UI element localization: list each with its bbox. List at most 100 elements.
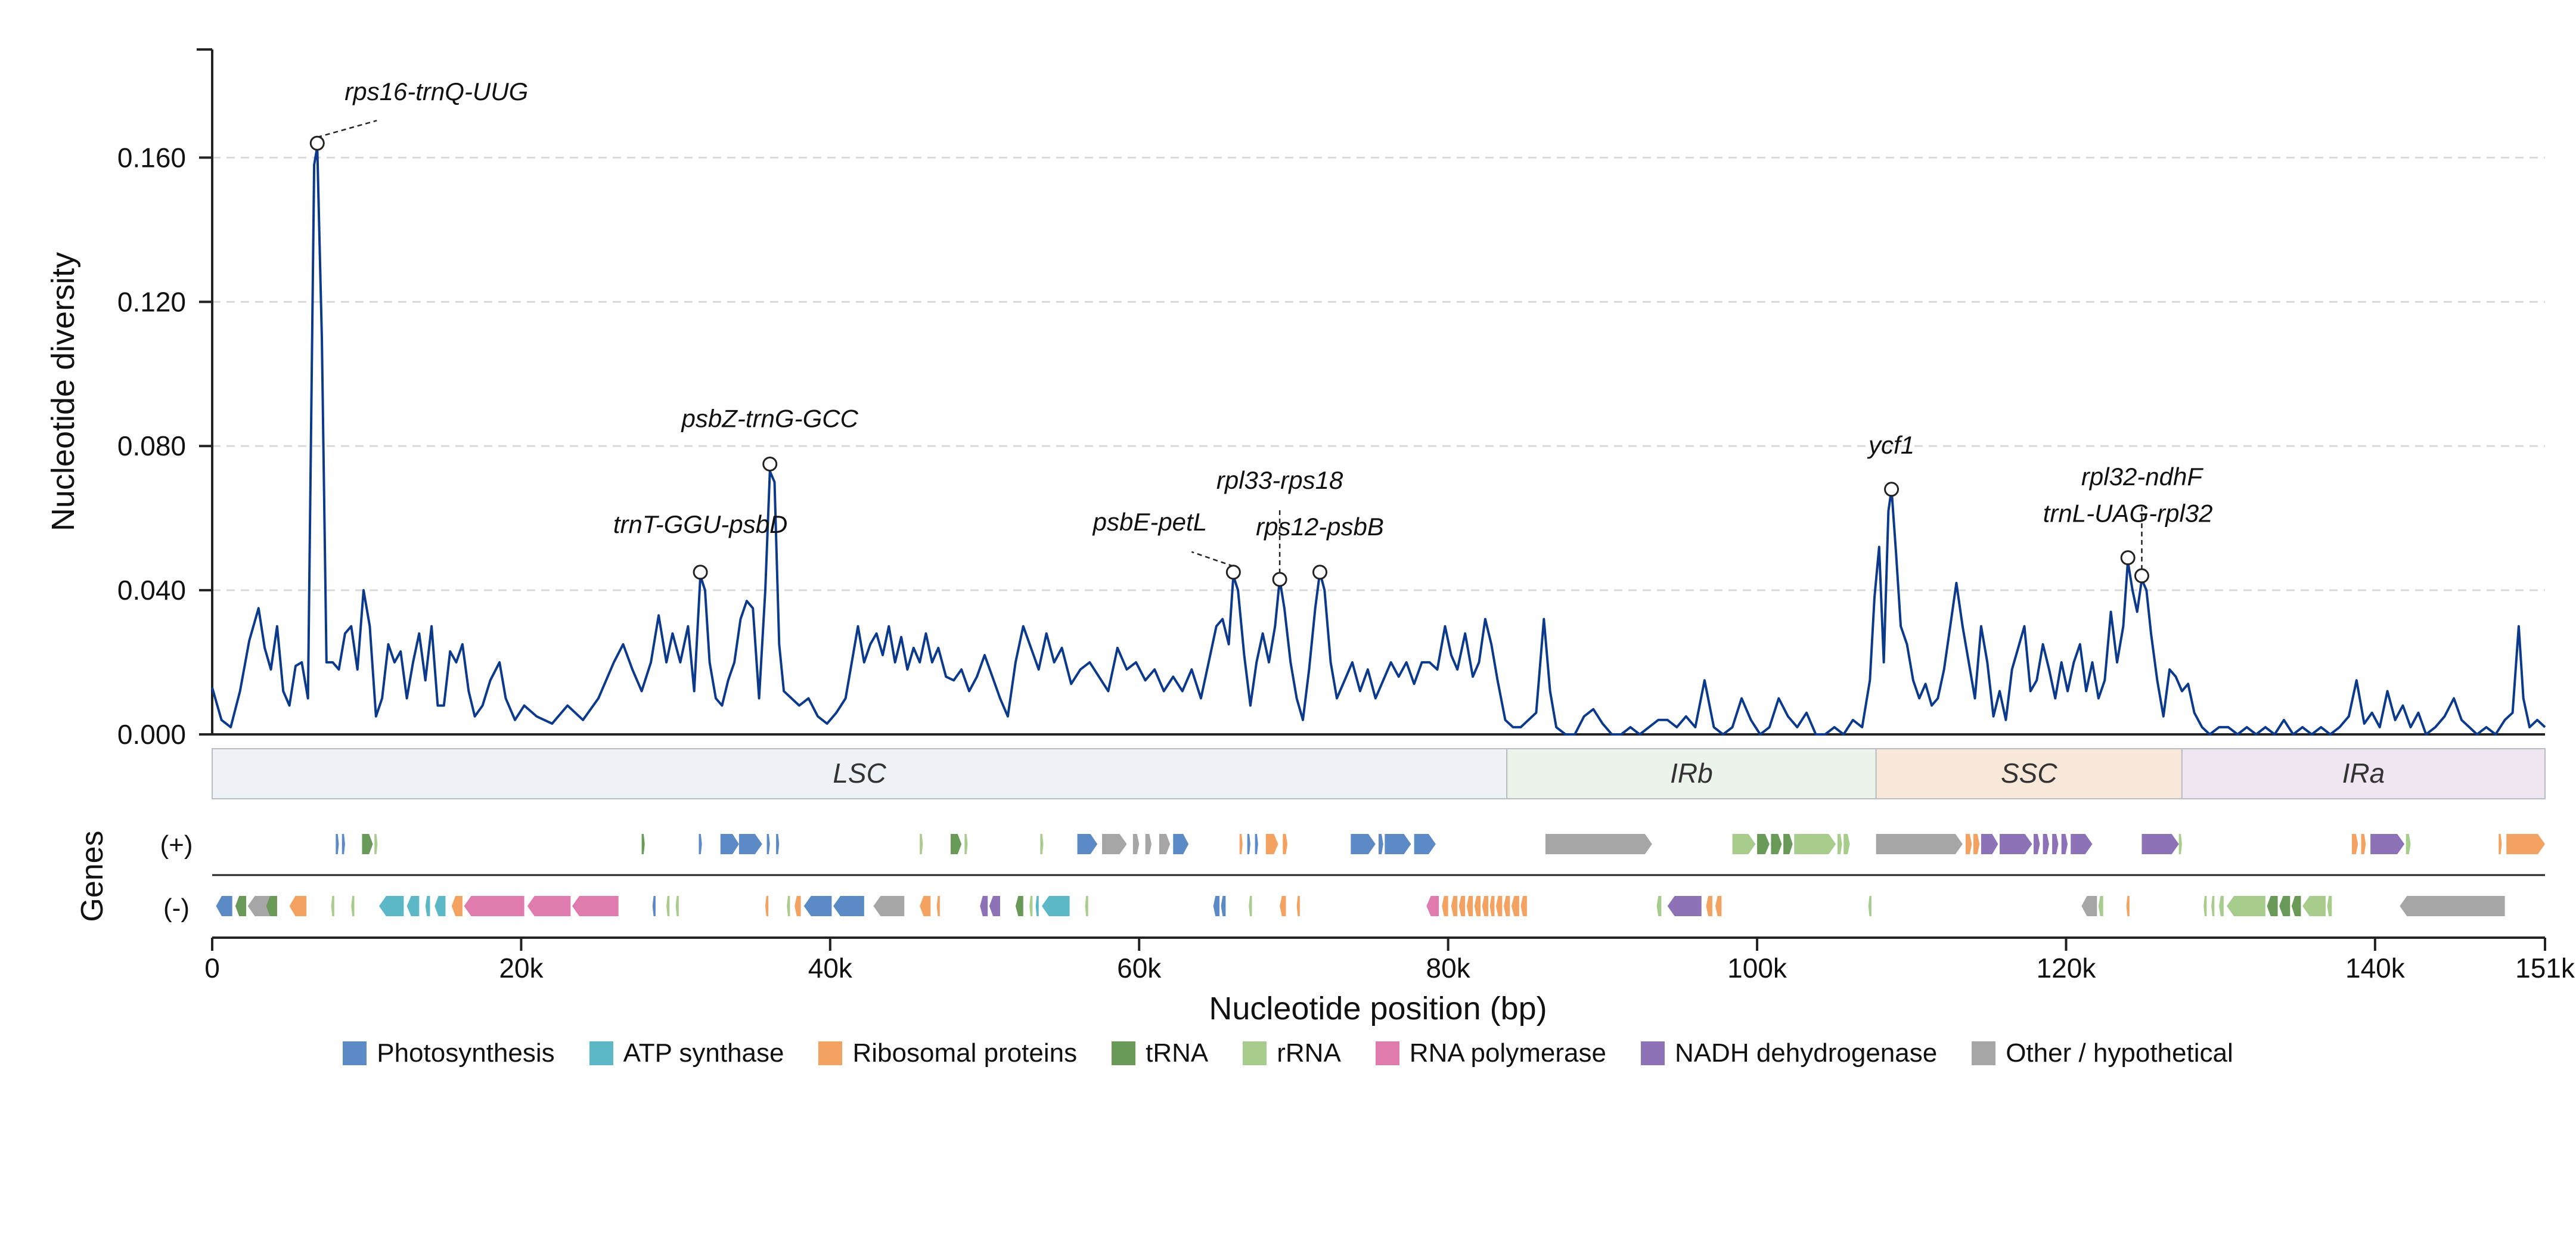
gene-minus-strand: [2203, 896, 2207, 916]
gene-minus-strand: [675, 896, 679, 916]
peak-marker: [1272, 572, 1287, 587]
gene-plus-strand: [1843, 834, 1850, 854]
x-tick-label: 0: [204, 953, 220, 984]
strand-label-minus: (-): [163, 894, 190, 923]
legend-label: Ribosomal proteins: [852, 1038, 1078, 1068]
legend-label: ATP synthase: [623, 1038, 784, 1068]
legend-label: tRNA: [1146, 1038, 1209, 1068]
annotation-leader: [316, 120, 377, 138]
gene-plus-strand: [951, 834, 962, 854]
gene-minus-strand: [1868, 896, 1872, 916]
gene-plus-strand: [1255, 834, 1258, 854]
gene-minus-strand: [873, 896, 905, 916]
gene-plus-strand: [2142, 834, 2179, 854]
gene-minus-strand: [1035, 896, 1039, 916]
legend-label: NADH dehydrogenase: [1674, 1038, 1938, 1068]
gene-minus-strand: [378, 896, 404, 916]
x-tick-label: 40k: [808, 953, 853, 984]
gene-minus-strand: [1667, 896, 1702, 916]
gene-plus-strand: [1379, 834, 1383, 854]
gene-minus-strand: [1489, 896, 1495, 916]
gridlines: [212, 156, 2545, 591]
x-tick-label: 120k: [2037, 953, 2097, 984]
gene-plus-strand: [1132, 834, 1140, 854]
gene-plus-strand: [1981, 834, 1998, 854]
gene-plus-strand: [641, 834, 645, 854]
legend-swatch: [1640, 1041, 1665, 1065]
gene-plus-strand: [1783, 834, 1793, 854]
gene-plus-strand: [766, 834, 770, 854]
gene-plus-strand: [2499, 834, 2502, 854]
legend-swatch: [1112, 1041, 1136, 1065]
legend-swatch: [818, 1041, 843, 1065]
gene-minus-strand: [1474, 896, 1481, 916]
gene-minus-strand: [2279, 896, 2291, 916]
gene-minus-strand: [2267, 896, 2278, 916]
gene-plus-strand: [1351, 834, 1376, 854]
region-label: IRa: [2342, 758, 2385, 789]
gene-plus-strand: [1965, 834, 1972, 854]
legend-swatch: [589, 1041, 613, 1065]
gene-minus-strand: [1442, 896, 1448, 916]
peak-marker: [2120, 550, 2136, 566]
gene-minus-strand: [289, 896, 307, 916]
gene-minus-strand: [765, 896, 769, 916]
gene-minus-strand: [1715, 896, 1722, 916]
annotation-leader: [1191, 551, 1234, 567]
peak-marker: [693, 565, 708, 580]
gene-minus-strand: [2327, 896, 2332, 916]
gene-minus-strand: [2211, 896, 2215, 916]
gene-minus-strand: [1656, 896, 1662, 916]
gene-plus-strand: [362, 834, 373, 854]
legend-item-atp-synthase: ATP synthase: [589, 1038, 784, 1068]
gene-plus-strand: [2034, 834, 2040, 854]
gene-plus-strand: [1247, 834, 1250, 854]
legend-item-nadh-dehydrogenase: NADH dehydrogenase: [1640, 1038, 1938, 1068]
gene-plus-strand: [1876, 834, 1963, 854]
gene-minus-strand: [936, 896, 940, 916]
gene-minus-strand: [920, 896, 931, 916]
peak-label: ycf1: [1867, 431, 1914, 459]
legend-label: RNA polymerase: [1409, 1038, 1606, 1068]
region-label: LSC: [833, 758, 886, 789]
gene-minus-strand: [1482, 896, 1489, 916]
y-tick-label: 0.120: [117, 286, 186, 317]
genes-axis-label: Genes: [75, 830, 110, 922]
peak-label: trnT-GGU-psbD: [613, 510, 788, 538]
gene-minus-strand: [833, 896, 864, 916]
peak-marker: [1225, 565, 1241, 580]
region-irb: [1506, 748, 1877, 799]
gene-minus-strand: [1520, 896, 1527, 916]
peak-label: psbE-petL: [1092, 508, 1207, 536]
x-tick-label: 151k: [2515, 953, 2575, 984]
gene-minus-strand: [1213, 896, 1220, 916]
gene-minus-strand: [794, 896, 801, 916]
gene-minus-strand: [1221, 896, 1226, 916]
gene-plus-strand: [1837, 834, 1842, 854]
y-tick-label: 0.160: [117, 142, 186, 173]
gene-plus-strand: [1145, 834, 1152, 854]
gene-minus-strand: [2302, 896, 2326, 916]
gene-plus-strand: [2178, 834, 2182, 854]
x-tick-label: 100k: [1727, 953, 1787, 984]
gene-minus-strand: [464, 896, 524, 916]
gene-minus-strand: [1466, 896, 1473, 916]
gene-minus-strand: [1451, 896, 1458, 916]
gene-plus-strand: [2506, 834, 2545, 854]
gene-plus-strand: [374, 834, 378, 854]
y-axis-label: Nucleotide diversity: [45, 252, 81, 531]
gene-minus-strand: [331, 896, 334, 916]
gene-minus-strand: [406, 896, 420, 916]
legend-item-other-hypothetical: Other / hypothetical: [1972, 1038, 2233, 1068]
gene-plus-strand: [1771, 834, 1782, 854]
gene-minus-strand: [1511, 896, 1519, 916]
gene-minus-strand: [1296, 896, 1300, 916]
peak-annotations: rps16-trnQ-UUG trnT-GGU-psbD psbZ-trnG-GCC…: [309, 77, 2213, 587]
gene-minus-strand: [216, 896, 232, 916]
diversity-line: [211, 145, 2546, 736]
gene-minus-strand: [1495, 896, 1503, 916]
gene-plus-strand: [1265, 834, 1278, 854]
axes: [197, 48, 2545, 939]
x-tick-label: 20k: [499, 953, 544, 984]
gene-minus-strand: [1085, 896, 1088, 916]
